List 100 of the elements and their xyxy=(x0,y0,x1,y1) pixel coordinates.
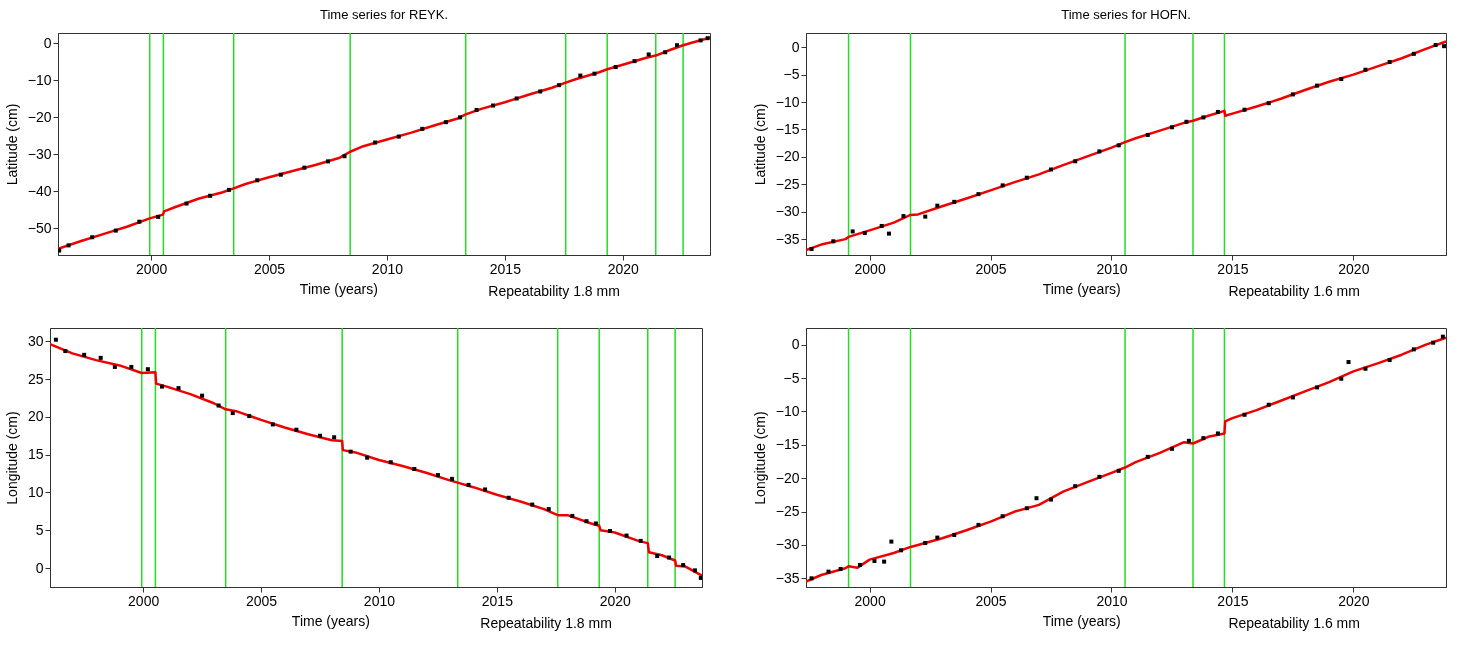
point xyxy=(230,411,235,416)
point xyxy=(435,473,440,478)
point xyxy=(1145,454,1150,459)
line-series xyxy=(806,336,1446,583)
x-tick-label: 2020 xyxy=(607,260,640,277)
point xyxy=(63,349,68,354)
point xyxy=(538,89,543,94)
point xyxy=(809,246,814,251)
point xyxy=(82,352,87,357)
point xyxy=(98,355,103,360)
point xyxy=(655,554,660,558)
point xyxy=(838,566,843,571)
y-tick-label: 20 xyxy=(27,408,44,425)
point xyxy=(613,65,618,70)
point xyxy=(255,178,260,183)
point xyxy=(1315,385,1320,390)
point xyxy=(278,172,283,177)
point xyxy=(1387,60,1392,65)
point xyxy=(270,422,275,427)
x-axis-title: Time (years) xyxy=(1042,280,1121,297)
y-tick-label: −20 xyxy=(775,148,800,165)
y-tick-label: −35 xyxy=(775,569,800,586)
point xyxy=(698,575,702,580)
y-tick-label: −30 xyxy=(27,145,52,162)
point xyxy=(247,414,252,419)
point xyxy=(506,495,511,500)
y-tick-label: 0 xyxy=(791,336,800,353)
y-tick-label: 5 xyxy=(35,521,44,538)
point xyxy=(443,120,448,125)
point xyxy=(570,513,575,518)
point xyxy=(624,533,629,538)
point xyxy=(850,229,855,234)
point xyxy=(483,487,488,492)
y-axis-title: Latitude (cm) xyxy=(3,103,20,186)
y-tick-label: −50 xyxy=(27,219,52,236)
point xyxy=(1184,119,1189,124)
point xyxy=(578,73,583,78)
point xyxy=(1339,77,1344,82)
point xyxy=(176,386,181,391)
point xyxy=(342,154,347,159)
point xyxy=(899,548,904,553)
point xyxy=(137,219,142,224)
point xyxy=(882,559,887,564)
point xyxy=(53,337,58,342)
y-tick-label: −5 xyxy=(783,369,800,386)
point xyxy=(412,467,417,472)
x-tick-label: 2000 xyxy=(854,592,886,609)
point xyxy=(1442,44,1446,49)
point xyxy=(388,460,393,465)
point xyxy=(1116,468,1121,473)
point xyxy=(1315,83,1320,88)
point xyxy=(318,433,322,438)
point xyxy=(1201,436,1206,441)
x-tick-label: 2010 xyxy=(1096,592,1128,609)
point xyxy=(208,193,213,198)
point xyxy=(184,201,189,206)
point xyxy=(1000,183,1005,188)
point xyxy=(491,103,496,108)
y-tick-label: −20 xyxy=(27,108,52,125)
y-axis-title: Latitude (cm) xyxy=(751,103,768,186)
point xyxy=(1266,402,1271,407)
point xyxy=(332,435,337,440)
point xyxy=(1290,92,1295,97)
text: Repeatability 1.8 mm xyxy=(488,283,620,299)
point xyxy=(326,159,330,164)
point xyxy=(592,71,597,76)
x-axis-title: Time (years) xyxy=(291,612,370,629)
point xyxy=(129,364,134,369)
chart-title: Time series for REYK. xyxy=(319,7,449,23)
point xyxy=(1242,107,1247,112)
y-tick-label: −30 xyxy=(775,203,800,220)
point xyxy=(373,140,378,145)
point xyxy=(112,364,117,369)
y-axis-title: Longitude (cm) xyxy=(751,411,768,505)
point xyxy=(923,214,928,219)
y-tick-label: −15 xyxy=(775,120,800,137)
point xyxy=(365,455,370,460)
point xyxy=(692,568,697,573)
point xyxy=(145,367,150,372)
point xyxy=(1290,395,1295,400)
point xyxy=(1339,376,1344,381)
point xyxy=(348,449,353,454)
point xyxy=(1346,360,1351,365)
point xyxy=(474,107,479,112)
point xyxy=(557,83,562,88)
point xyxy=(1073,484,1078,489)
point xyxy=(666,555,671,560)
point xyxy=(698,38,703,43)
point xyxy=(681,563,686,568)
point xyxy=(160,384,165,389)
point xyxy=(90,235,95,240)
y-tick-label: 0 xyxy=(791,38,800,55)
point xyxy=(1411,347,1416,352)
point xyxy=(705,36,710,41)
y-tick-label: −25 xyxy=(775,175,800,192)
y-tick-label: −10 xyxy=(775,402,800,419)
point xyxy=(584,519,589,524)
point xyxy=(901,214,906,219)
point xyxy=(113,228,118,233)
point xyxy=(156,214,161,219)
